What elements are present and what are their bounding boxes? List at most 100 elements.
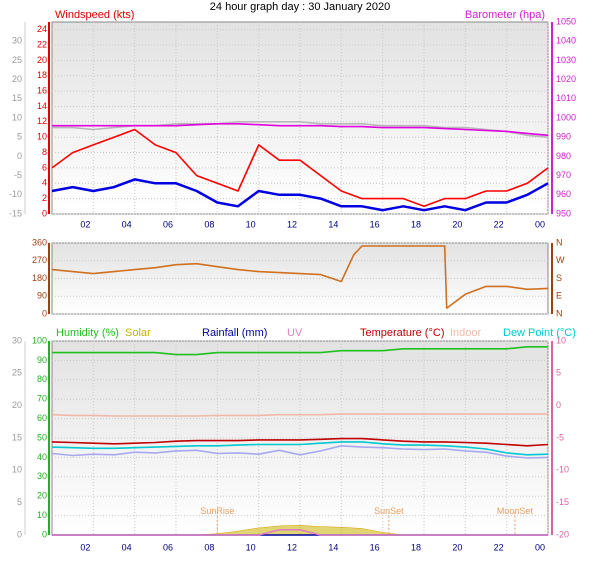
line <box>52 346 548 356</box>
x-tick-label: 02 <box>80 219 90 229</box>
plot-area <box>51 242 549 315</box>
y-tick-label: 360 <box>32 237 47 247</box>
legend-entry: Rainfall (mm) <box>202 327 267 339</box>
y3-tick-label: 30 <box>12 36 22 46</box>
y2-tick-label: 1000 <box>556 112 576 122</box>
y-tick-label: 10 <box>37 132 47 142</box>
y3-tick-label: 0 <box>17 151 22 161</box>
y2-tick-label: S <box>556 273 562 283</box>
y2-tick-label: -15 <box>556 497 569 507</box>
y3-tick-label: 25 <box>12 55 22 65</box>
y-tick-label: 20 <box>37 491 47 501</box>
y-tick-label: 80 <box>37 374 47 384</box>
x-tick-label: 18 <box>411 542 421 552</box>
y2-tick-label: 10 <box>556 335 566 345</box>
line <box>52 123 549 137</box>
annotation: MoonSet <box>497 506 534 516</box>
axis-title: Windspeed (kts) <box>55 9 134 21</box>
y2-tick-label: N <box>556 308 563 318</box>
y-tick-label: 70 <box>37 394 47 404</box>
y3-tick-label: -5 <box>14 170 22 180</box>
x-tick-label: 08 <box>204 542 214 552</box>
line <box>51 445 549 459</box>
x-tick-label: 18 <box>411 219 421 229</box>
y3-tick-label: 10 <box>12 465 22 475</box>
y2-tick-label: 970 <box>556 170 571 180</box>
y3-tick-label: -15 <box>9 208 22 218</box>
y-tick-label: 16 <box>37 85 47 95</box>
y-tick-label: 40 <box>37 452 47 462</box>
y3-tick-label: -10 <box>9 189 22 199</box>
x-tick-label: 20 <box>452 219 462 229</box>
y3-tick-label: 20 <box>12 74 22 84</box>
x-tick-label: 14 <box>328 219 338 229</box>
axis-title: Barometer (hpa) <box>465 9 545 21</box>
annotation: SunRise <box>200 506 234 516</box>
y3-tick-label: 15 <box>12 432 22 442</box>
legend-entry: Dew Point (°C) <box>503 327 576 339</box>
y-tick-label: 0 <box>42 208 47 218</box>
y3-tick-label: 15 <box>12 93 22 103</box>
x-tick-label: 04 <box>122 542 132 552</box>
y2-tick-label: 5 <box>556 368 561 378</box>
line <box>51 178 549 212</box>
legend-entry: Solar <box>125 327 151 339</box>
y3-tick-label: 20 <box>12 400 22 410</box>
y3-tick-label: 10 <box>12 112 22 122</box>
y-tick-label: 8 <box>42 147 47 157</box>
y2-tick-label: 960 <box>556 189 571 199</box>
y-tick-label: 6 <box>42 162 47 172</box>
y2-tick-label: W <box>556 255 565 265</box>
x-tick-label: 14 <box>328 542 338 552</box>
line <box>51 437 549 447</box>
y-tick-label: 0 <box>42 308 47 318</box>
y-tick-label: 270 <box>32 255 47 265</box>
y2-tick-label: 1050 <box>556 16 576 26</box>
x-tick-label: 08 <box>204 219 214 229</box>
y2-tick-label: -20 <box>556 529 569 539</box>
y-tick-label: 100 <box>32 335 47 345</box>
x-tick-label: 16 <box>370 219 380 229</box>
y2-tick-label: 1030 <box>556 55 576 65</box>
y-tick-label: 18 <box>37 70 47 80</box>
y2-tick-label: 950 <box>556 208 571 218</box>
y-tick-label: 2 <box>42 193 47 203</box>
x-tick-label: 22 <box>494 542 504 552</box>
y-tick-label: 24 <box>37 24 47 34</box>
x-tick-label: 16 <box>370 542 380 552</box>
line <box>52 529 548 536</box>
y2-tick-label: 1010 <box>556 93 576 103</box>
legend-entry: Humidity (%) <box>56 327 119 339</box>
y3-tick-label: 0 <box>17 529 22 539</box>
y2-tick-label: 1040 <box>556 36 576 46</box>
y3-tick-label: 30 <box>12 335 22 345</box>
y2-tick-label: -10 <box>556 465 569 475</box>
y-tick-label: 90 <box>37 291 47 301</box>
y2-tick-label: 990 <box>556 132 571 142</box>
y3-tick-label: 25 <box>12 368 22 378</box>
x-tick-label: 10 <box>246 219 256 229</box>
line <box>51 413 548 417</box>
y-tick-label: 4 <box>42 178 47 188</box>
y2-tick-label: E <box>556 291 562 301</box>
x-tick-label: 04 <box>122 219 132 229</box>
y-tick-label: 60 <box>37 413 47 423</box>
x-tick-label: 22 <box>494 219 504 229</box>
y-tick-label: 20 <box>37 55 47 65</box>
y-tick-label: 0 <box>42 529 47 539</box>
y-tick-label: 10 <box>37 510 47 520</box>
y3-tick-label: 5 <box>17 132 22 142</box>
y2-tick-label: 1020 <box>556 74 576 84</box>
x-tick-label: 12 <box>287 542 297 552</box>
y-tick-label: 30 <box>37 471 47 481</box>
line <box>51 128 549 208</box>
x-tick-label: 02 <box>80 542 90 552</box>
y2-tick-label: N <box>556 237 563 247</box>
legend-entry: Indoor <box>450 327 482 339</box>
y-tick-label: 12 <box>37 116 47 126</box>
y-tick-label: 22 <box>37 39 47 49</box>
y-tick-label: 50 <box>37 432 47 442</box>
x-tick-label: 06 <box>163 219 173 229</box>
line <box>51 245 549 309</box>
